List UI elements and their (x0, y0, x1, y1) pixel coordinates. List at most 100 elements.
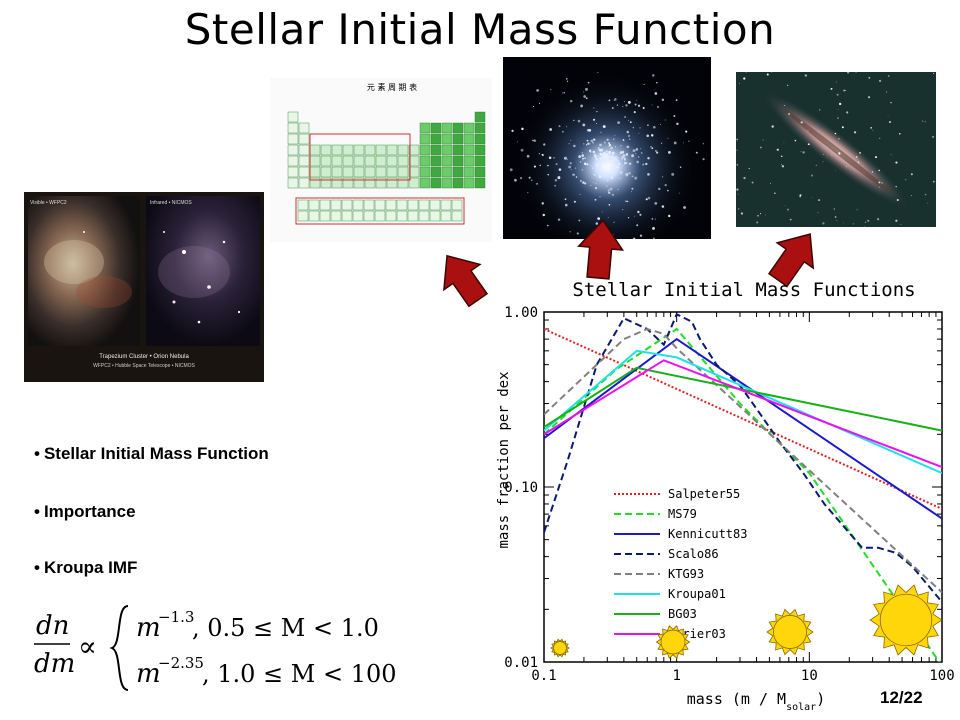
element-cell (396, 210, 408, 222)
star (756, 221, 759, 224)
star (807, 143, 810, 146)
element-cell (463, 155, 475, 167)
star (597, 162, 600, 165)
star (604, 141, 606, 144)
star (608, 145, 610, 147)
star (565, 203, 568, 207)
eq-case1-exp: −1.3 (158, 608, 194, 626)
star (619, 177, 621, 180)
series-kroupa01-line (544, 349, 942, 475)
star (611, 193, 614, 196)
star (815, 164, 817, 167)
element-cell (452, 166, 464, 178)
star (597, 146, 600, 149)
kroupa-equation: dn dm ∝ m −1.3 , 0.5 ≤ M < 1.0 m −2.35 ,… (34, 605, 396, 691)
star (610, 158, 612, 160)
lanthanide-box (295, 197, 465, 225)
star (780, 155, 783, 158)
star (585, 97, 588, 100)
star (595, 222, 599, 225)
star (642, 106, 645, 110)
element-cell (308, 210, 320, 222)
element-cell (452, 144, 464, 156)
star (736, 149, 738, 151)
star (533, 139, 537, 143)
element-cell (407, 210, 419, 222)
page-number: 12/22 (880, 688, 923, 707)
star (667, 137, 669, 139)
element-cell (452, 133, 464, 145)
star (614, 160, 616, 162)
star (623, 163, 626, 165)
star (582, 123, 586, 127)
star (675, 99, 678, 101)
element-cell (309, 166, 321, 178)
star (578, 155, 582, 159)
star (557, 176, 561, 180)
star (628, 171, 631, 175)
star (661, 98, 665, 102)
element-cell (397, 155, 409, 167)
star (736, 164, 739, 166)
series-ktg93-line (544, 327, 942, 594)
star (611, 107, 614, 110)
star (895, 185, 897, 188)
star (557, 218, 561, 221)
element-cell (298, 177, 310, 189)
star (800, 151, 802, 153)
star (612, 156, 615, 159)
star (593, 107, 595, 109)
element-cell (374, 210, 386, 222)
element-cell (330, 199, 342, 211)
element-cell (330, 210, 342, 222)
star (702, 158, 705, 161)
element-cell (297, 210, 309, 222)
star (607, 217, 609, 219)
series-salpeter55-line (544, 328, 942, 510)
star (794, 139, 797, 142)
star (740, 212, 744, 215)
star (590, 164, 592, 166)
star (573, 119, 575, 122)
element-cell (418, 199, 430, 211)
star (668, 214, 671, 218)
star (870, 127, 872, 129)
star (654, 149, 657, 152)
star (855, 156, 858, 158)
element-cell (419, 133, 431, 145)
star (837, 117, 839, 119)
element-cell (331, 155, 343, 167)
star (573, 144, 576, 148)
star (654, 92, 658, 95)
star (588, 128, 591, 132)
star (770, 182, 771, 184)
periodic-table-graphic: 元 素 周 期 表 (287, 82, 486, 225)
star (582, 159, 584, 161)
star (613, 138, 615, 140)
x-tick-label: 10 (801, 668, 818, 684)
star (579, 161, 582, 163)
star (597, 217, 601, 220)
element-cell (309, 144, 321, 156)
star (625, 104, 628, 107)
star (580, 104, 584, 108)
star (629, 121, 632, 124)
star (626, 172, 629, 175)
orion-nebula-image: Visible • WFPC2 Infrared • NICMOS Trapez… (24, 192, 264, 382)
star (927, 202, 929, 204)
star (581, 152, 583, 154)
star (878, 181, 881, 184)
star (831, 154, 833, 156)
element-cell (364, 177, 376, 189)
star (932, 135, 935, 138)
star (516, 141, 518, 143)
star (786, 208, 789, 211)
element-cell (419, 166, 431, 178)
star (639, 234, 643, 237)
star (563, 92, 565, 94)
star (592, 138, 596, 141)
star (664, 183, 667, 187)
star (619, 154, 621, 156)
star (606, 186, 608, 188)
element-cell (441, 177, 453, 189)
